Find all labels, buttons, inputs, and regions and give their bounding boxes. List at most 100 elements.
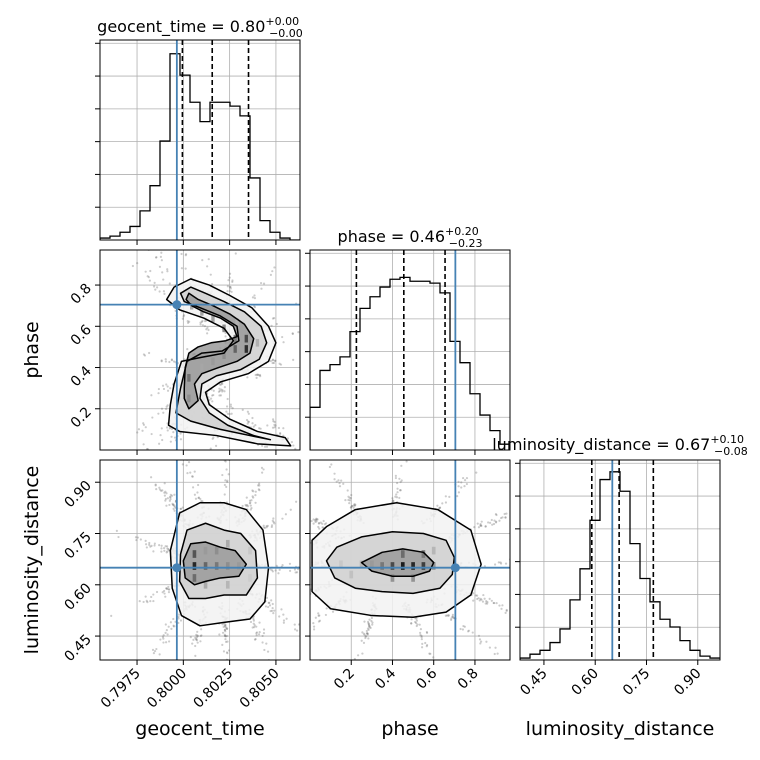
scatter-point xyxy=(429,652,432,655)
scatter-point xyxy=(271,358,275,361)
scatter-point xyxy=(391,497,394,500)
scatter-point xyxy=(178,613,181,616)
scatter-point xyxy=(522,556,524,558)
scatter-point xyxy=(483,565,486,568)
scatter-point xyxy=(229,456,231,458)
density-cell xyxy=(211,357,215,366)
scatter-point xyxy=(273,477,275,479)
scatter-point xyxy=(187,663,189,665)
scatter-point xyxy=(152,285,156,288)
title-minus: −0.23 xyxy=(449,237,483,250)
scatter-point xyxy=(318,471,320,473)
scatter-point xyxy=(281,517,284,520)
scatter-point xyxy=(207,258,210,261)
x-tick-label: 0.90 xyxy=(671,666,704,699)
scatter-point xyxy=(214,444,218,447)
scatter-point xyxy=(328,465,331,469)
scatter-point xyxy=(467,629,471,632)
scatter-point xyxy=(461,628,465,631)
title-prefix: geocent_time = xyxy=(97,17,230,37)
scatter-point xyxy=(262,632,266,635)
scatter-point xyxy=(203,325,207,328)
scatter-point xyxy=(333,478,336,481)
scatter-point xyxy=(301,598,303,600)
scatter-point xyxy=(162,637,165,640)
scatter-point xyxy=(255,376,258,379)
scatter-point xyxy=(241,453,243,455)
scatter-point xyxy=(302,514,304,516)
scatter-point xyxy=(363,620,366,623)
scatter-point xyxy=(224,624,227,627)
density-cell xyxy=(214,562,219,570)
scatter-point xyxy=(277,426,280,430)
scatter-point xyxy=(205,328,208,331)
scatter-point xyxy=(285,496,287,498)
scatter-point xyxy=(311,356,313,358)
density-cell xyxy=(222,351,226,359)
scatter-point xyxy=(167,453,169,455)
scatter-point xyxy=(394,474,397,477)
scatter-point xyxy=(292,444,295,447)
density-cell xyxy=(225,580,230,589)
scatter-point xyxy=(197,483,200,487)
contour-line xyxy=(182,541,248,586)
scatter-point xyxy=(446,614,449,617)
scatter-point xyxy=(479,597,482,600)
scatter-point xyxy=(460,481,463,484)
scatter-point xyxy=(294,447,297,450)
scatter-point xyxy=(254,373,257,377)
scatter-point xyxy=(163,592,166,595)
scatter-point xyxy=(184,254,187,257)
density-cell xyxy=(235,318,239,326)
scatter-point xyxy=(169,440,172,443)
scatter-point xyxy=(195,639,199,642)
scatter-point xyxy=(353,504,357,507)
scatter-point xyxy=(244,503,247,507)
scatter-point xyxy=(486,601,489,604)
scatter-point xyxy=(160,550,163,553)
scatter-point xyxy=(495,602,498,605)
scatter-point xyxy=(266,524,269,527)
scatter-point xyxy=(504,611,507,615)
scatter-point xyxy=(143,354,147,357)
scatter-point xyxy=(317,614,320,617)
scatter-point xyxy=(262,524,265,527)
scatter-point xyxy=(221,643,224,646)
scatter-point xyxy=(314,520,317,523)
title-value: 0.80 xyxy=(230,17,266,36)
scatter-point xyxy=(207,236,209,238)
scatter-point xyxy=(158,653,161,656)
scatter-point xyxy=(162,278,165,281)
scatter-point xyxy=(166,547,169,550)
scatter-point xyxy=(164,623,167,626)
scatter-point xyxy=(293,568,297,571)
density-cell xyxy=(380,562,384,570)
scatter-point xyxy=(245,418,249,422)
scatter-point xyxy=(366,633,369,636)
scatter-point xyxy=(480,598,483,601)
scatter-point xyxy=(505,608,508,612)
scatter-point xyxy=(231,280,234,283)
scatter-point xyxy=(231,279,234,282)
scatter-point xyxy=(282,613,285,616)
scatter-point xyxy=(273,266,276,269)
scatter-point xyxy=(211,282,214,286)
scatter-point xyxy=(252,496,255,499)
scatter-point xyxy=(223,386,227,389)
scatter-point xyxy=(415,619,418,622)
scatter-point xyxy=(344,499,347,502)
scatter-point xyxy=(148,543,151,546)
scatter-point xyxy=(405,460,408,463)
scatter-point xyxy=(263,445,267,448)
scatter-point xyxy=(160,547,163,550)
scatter-point xyxy=(521,562,523,564)
scatter-point xyxy=(167,625,170,628)
density-cell xyxy=(192,562,197,570)
scatter-point xyxy=(289,508,292,511)
scatter-point xyxy=(253,306,257,309)
scatter-point xyxy=(271,418,275,421)
scatter-point xyxy=(199,497,202,501)
scatter-point xyxy=(164,407,168,411)
density-cell xyxy=(431,562,436,570)
pair-panel-phase-luminosity_distance xyxy=(301,460,524,660)
